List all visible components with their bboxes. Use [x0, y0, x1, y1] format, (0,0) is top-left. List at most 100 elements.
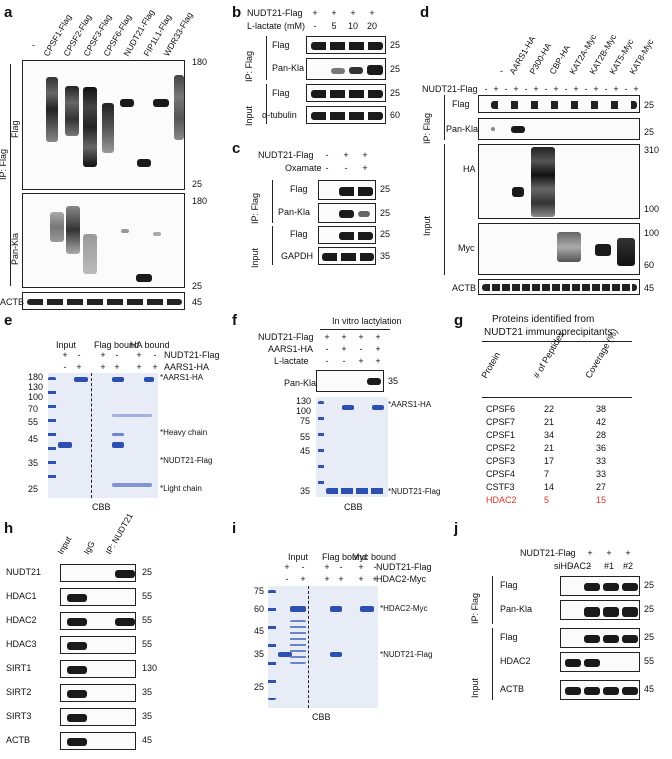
condition-symbol: + [312, 8, 318, 18]
panel-letter-d: d [420, 4, 430, 21]
ip-bracket [444, 95, 445, 140]
mw-label: 180 [192, 57, 208, 67]
group-label: Input [288, 552, 309, 562]
condition-symbol: - [504, 84, 508, 94]
condition-label: Oxamate [285, 163, 322, 173]
mw-label: 35 [380, 251, 391, 261]
mw-label: 25 [380, 184, 391, 194]
table-cell: CPSF6 [486, 404, 516, 414]
condition-symbol: - [569, 548, 573, 558]
band [603, 635, 619, 643]
band [565, 659, 581, 667]
table-cell: 15 [596, 495, 607, 505]
condition-symbol: + [606, 548, 612, 558]
mw-label: 25 [644, 127, 655, 137]
condition-label: AARS1-HA [164, 362, 210, 372]
band [67, 738, 87, 746]
mw-label: 310 [644, 145, 660, 155]
input-bracket [266, 84, 267, 124]
panel-h-blot [60, 732, 136, 750]
mw-label: 60 [254, 604, 265, 614]
mw-label: 100 [644, 228, 660, 238]
condition-symbol: - [325, 356, 329, 366]
panel-h-blot [60, 612, 136, 630]
panel-a-actb-blot [22, 292, 185, 310]
blot-label: Flag [290, 184, 308, 194]
panel-j-blot [560, 652, 640, 672]
panel-b-tubulin-blot [306, 106, 386, 124]
condition-symbol: + [358, 562, 364, 572]
mw-label: 130 [28, 382, 44, 392]
band-annotation: *Heavy chain [160, 428, 208, 437]
mw-label: 35 [388, 376, 399, 386]
mw-label: 55 [142, 615, 153, 625]
blot-label: GAPDH [281, 251, 314, 261]
condition-symbol: - [564, 84, 568, 94]
condition-symbol: + [284, 562, 290, 572]
ip-bracket [10, 64, 11, 286]
mw-label: 25 [390, 40, 401, 50]
input-bracket [272, 226, 273, 265]
blot-label: Flag [290, 229, 308, 239]
lane-label: IgG [81, 539, 97, 556]
blot-label: ACTB [452, 283, 477, 293]
condition-symbol: + [338, 574, 344, 584]
condition-symbol: + [633, 84, 639, 94]
panel-j-blot [560, 680, 640, 700]
condition-label: L-lactate (mM) [247, 21, 306, 31]
band-annotation: *NUDT21-Flag [380, 650, 433, 659]
band-annotation: *Light chain [160, 484, 202, 493]
band [67, 714, 87, 722]
ip-label: IP: Flag [250, 192, 260, 224]
band [115, 570, 135, 578]
condition-symbol: - [313, 21, 317, 31]
table-cell: 28 [596, 430, 607, 440]
panel-d-pankla-blot [478, 118, 640, 140]
table-rule [482, 341, 632, 342]
condition-label: NUDT21-Flag [258, 150, 314, 160]
condition-symbol: + [369, 8, 375, 18]
column-header: Protein [479, 350, 503, 380]
stain-label: CBB [312, 712, 331, 722]
blot-label: ACTB [0, 297, 25, 307]
panel-c-flag-blot [318, 180, 376, 200]
condition-symbol: - [342, 356, 346, 366]
panel-h-blot [60, 708, 136, 726]
condition-symbol: + [341, 332, 347, 342]
mw-label: 45 [142, 735, 153, 745]
panel-j-blot [560, 600, 640, 620]
table-cell: 36 [596, 443, 607, 453]
condition-symbol: + [324, 574, 330, 584]
lane-label: Input [55, 534, 74, 556]
condition-symbol: + [358, 332, 364, 342]
condition-symbol: + [100, 362, 106, 372]
table-cell: CPSF7 [486, 417, 516, 427]
blot-label: ACTB [500, 684, 525, 694]
band [584, 607, 600, 617]
ip-bracket [266, 36, 267, 80]
condition-symbol: + [114, 362, 120, 372]
condition-label: NUDT21-Flag [376, 562, 432, 572]
band-annotation: *AARS1-HA [388, 400, 432, 409]
panel-f-header: In vitro lactylation [332, 316, 402, 326]
table-cell: 21 [544, 417, 555, 427]
panel-c-pankla-blot [318, 203, 376, 223]
mw-label: 45 [644, 684, 655, 694]
mw-label: 25 [142, 567, 153, 577]
mw-label: 55 [142, 591, 153, 601]
table-cell: 7 [544, 469, 550, 479]
panel-d-myc-blot [478, 223, 640, 275]
band-annotation: *NUDT21-Flag [160, 456, 213, 465]
group-label: Myc bound [352, 552, 397, 562]
mw-label: 25 [192, 179, 203, 189]
table-cell: 34 [544, 430, 555, 440]
panel-c-flag-input-blot [318, 226, 376, 244]
mw-label: 70 [28, 404, 39, 414]
mw-label: 75 [254, 586, 265, 596]
panel-e-gel [48, 373, 158, 498]
mw-label: 130 [142, 663, 158, 673]
mw-label: 25 [644, 604, 655, 614]
group-label: Flag bound [94, 340, 140, 350]
condition-symbol: - [63, 362, 67, 372]
condition-symbol: + [324, 332, 330, 342]
